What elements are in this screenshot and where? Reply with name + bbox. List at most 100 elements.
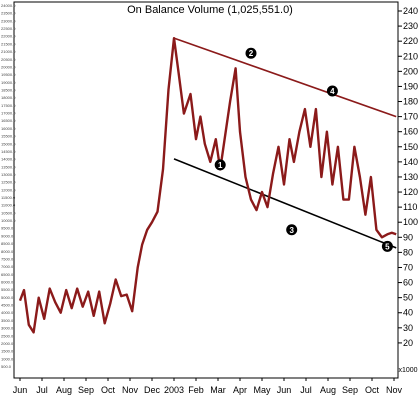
- x-tick-label: Aug: [320, 385, 336, 395]
- marker-1: 1: [214, 159, 226, 171]
- left-tick-label: 19500.0: [1, 72, 16, 77]
- marker-number: 3: [289, 226, 294, 235]
- left-tick-label: 10500.0: [1, 210, 16, 215]
- left-tick-label: 3000.0: [1, 326, 14, 331]
- right-tick-label: 130: [403, 172, 418, 182]
- left-tick-label: 10000.0: [1, 218, 16, 223]
- left-tick-label: 16000.0: [1, 126, 16, 131]
- right-tick-label: 220: [403, 36, 418, 46]
- marker-circle: [245, 47, 257, 59]
- y-unit-label: x1000: [398, 367, 417, 374]
- marker-circle: [381, 240, 393, 252]
- left-tick-label: 4000.0: [1, 310, 14, 315]
- left-tick-label: 13500.0: [1, 164, 16, 169]
- marker-5: 5: [381, 240, 393, 252]
- right-tick-label: 160: [403, 127, 418, 137]
- left-tick-label: 22000.0: [1, 34, 16, 39]
- obv-series-line: [18, 37, 397, 334]
- x-tick-label: Mar: [210, 385, 226, 395]
- right-tick-label: 240: [403, 6, 418, 16]
- left-tick-label: 15000.0: [1, 141, 16, 146]
- left-tick-label: 6500.0: [1, 272, 14, 277]
- right-tick-label: 90: [403, 232, 413, 242]
- x-tick-label: Jul: [36, 385, 48, 395]
- left-tick-label: 9000.0: [1, 233, 14, 238]
- left-tick-label: 23000.0: [1, 18, 16, 23]
- left-tick-label: 2000.0: [1, 341, 14, 346]
- left-tick-label: 9500.0: [1, 226, 14, 231]
- left-axis: 24000.0 23500.0 23000.0 22500.0 22000.0 21500…: [1, 3, 16, 369]
- x-axis: Jun Jul Aug Sep Oct Nov Dec 2003 Feb Mar Apr May Jun…: [13, 378, 402, 395]
- left-tick-label: 500.0: [1, 364, 12, 369]
- right-tick-label: 40: [403, 308, 413, 318]
- left-tick-label: 14000.0: [1, 157, 16, 162]
- left-tick-label: 8000.0: [1, 249, 14, 254]
- marker-number: 1: [218, 161, 223, 170]
- right-tick-label: 190: [403, 81, 418, 91]
- left-tick-label: 5000.0: [1, 295, 14, 300]
- x-tick-label: Oct: [365, 385, 380, 395]
- right-tick-label: 110: [403, 202, 417, 212]
- left-tick-label: 23500.0: [1, 11, 16, 16]
- marker-number: 5: [385, 242, 390, 251]
- marker-circle: [286, 224, 298, 236]
- left-tick-label: 14500.0: [1, 149, 16, 154]
- left-tick-label: 4500.0: [1, 303, 14, 308]
- marker-number: 4: [330, 87, 335, 96]
- right-tick-label: 120: [403, 187, 418, 197]
- right-tick-label: 50: [403, 293, 413, 303]
- left-tick-label: 7000.0: [1, 264, 14, 269]
- right-tick-label: 140: [403, 157, 418, 167]
- left-tick-label: 2500.0: [1, 333, 14, 338]
- x-tick-label: Sep: [342, 385, 358, 395]
- x-tick-label: Jun: [13, 385, 28, 395]
- left-tick-label: 17500.0: [1, 103, 16, 108]
- marker-number: 2: [249, 49, 254, 58]
- x-tick-label: Oct: [101, 385, 116, 395]
- marker-2: 2: [245, 47, 257, 59]
- right-tick-label: 70: [403, 262, 413, 272]
- left-tick-label: 7500.0: [1, 256, 14, 261]
- x-tick-label: Jul: [300, 385, 312, 395]
- marker-circle: [326, 85, 338, 97]
- left-tick-label: 19000.0: [1, 80, 16, 85]
- left-tick-label: 18500.0: [1, 87, 16, 92]
- left-tick-label: 17000.0: [1, 111, 16, 116]
- left-tick-label: 12000.0: [1, 187, 16, 192]
- marker-3: 3: [286, 224, 298, 236]
- x-tick-label: May: [253, 385, 271, 395]
- right-tick-label: 80: [403, 247, 413, 257]
- left-tick-label: 16500.0: [1, 118, 16, 123]
- x-tick-label: Nov: [122, 385, 139, 395]
- right-axis: 20 30 40 50 60 70 80 90 100 110 120 130 140 150 160 170…: [398, 6, 418, 348]
- left-tick-label: 15500.0: [1, 134, 16, 139]
- left-tick-label: 21000.0: [1, 49, 16, 54]
- left-tick-label: 20000.0: [1, 64, 16, 69]
- plot-frame: [13, 1, 399, 379]
- x-tick-label: Feb: [188, 385, 204, 395]
- left-tick-label: 12500.0: [1, 180, 16, 185]
- left-tick-label: 5500.0: [1, 287, 14, 292]
- right-tick-label: 100: [403, 217, 418, 227]
- right-tick-label: 230: [403, 21, 418, 31]
- left-tick-label: 24000.0: [1, 3, 16, 8]
- marker-circle: [214, 159, 226, 171]
- right-tick-label: 200: [403, 66, 418, 76]
- x-tick-label: 2003: [164, 385, 184, 395]
- right-tick-label: 20: [403, 338, 413, 348]
- x-tick-label: Sep: [78, 385, 94, 395]
- left-tick-label: 13000.0: [1, 172, 16, 177]
- left-tick-label: 6000.0: [1, 280, 14, 285]
- left-tick-label: 22500.0: [1, 26, 16, 31]
- upper-trendline: [173, 37, 397, 118]
- trendlines: [173, 37, 397, 249]
- x-tick-label: Dec: [144, 385, 161, 395]
- left-tick-label: 1500.0: [1, 349, 14, 354]
- left-tick-label: 21500.0: [1, 41, 16, 46]
- right-tick-label: 170: [403, 112, 418, 122]
- markers-layer: 1 2 3 4 5: [214, 47, 393, 252]
- left-tick-label: 11000.0: [1, 203, 16, 208]
- right-tick-label: 30: [403, 323, 413, 333]
- left-tick-label: 20500.0: [1, 57, 16, 62]
